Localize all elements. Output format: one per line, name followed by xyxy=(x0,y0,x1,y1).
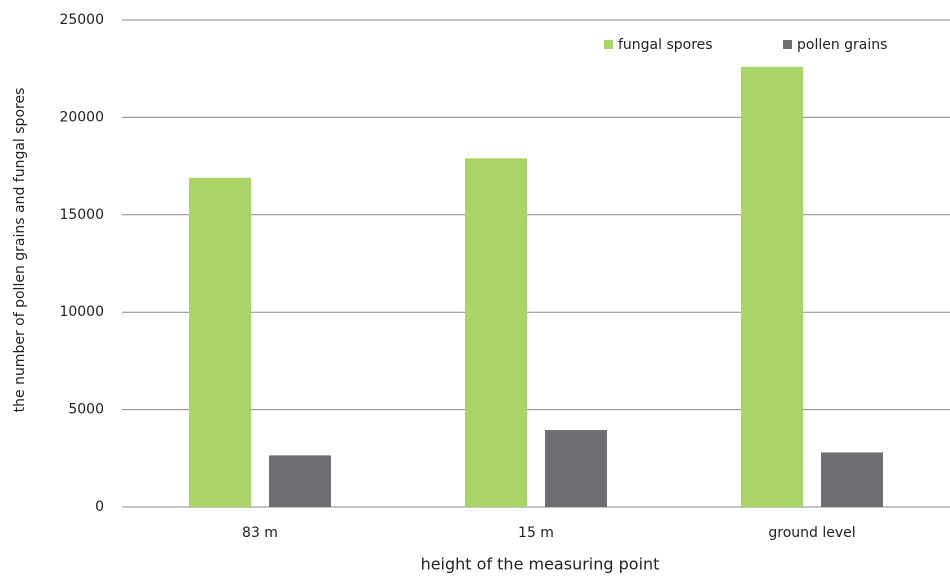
x-axis-title: height of the measuring point xyxy=(421,555,660,574)
y-tick-label: 15000 xyxy=(59,207,104,223)
y-tick-label: 5000 xyxy=(68,402,104,418)
y-tick-label: 10000 xyxy=(59,304,104,320)
legend-swatch xyxy=(604,40,613,49)
y-tick-label: 20000 xyxy=(59,109,104,125)
x-tick-label: 83 m xyxy=(242,525,278,541)
bar xyxy=(465,158,527,508)
y-axis-title: the number of pollen grains and fungal s… xyxy=(12,88,28,413)
x-tick-label: ground level xyxy=(768,525,855,541)
bar xyxy=(821,452,883,507)
x-tick-label: 15 m xyxy=(518,525,554,541)
legend-swatch xyxy=(783,40,792,49)
legend-label: pollen grains xyxy=(797,37,887,53)
bar xyxy=(269,455,331,507)
y-tick-label: 0 xyxy=(95,499,104,515)
bar xyxy=(189,177,251,507)
bar xyxy=(545,430,607,507)
bar xyxy=(741,66,803,507)
legend-label: fungal spores xyxy=(618,37,713,53)
y-tick-label: 25000 xyxy=(59,12,104,28)
